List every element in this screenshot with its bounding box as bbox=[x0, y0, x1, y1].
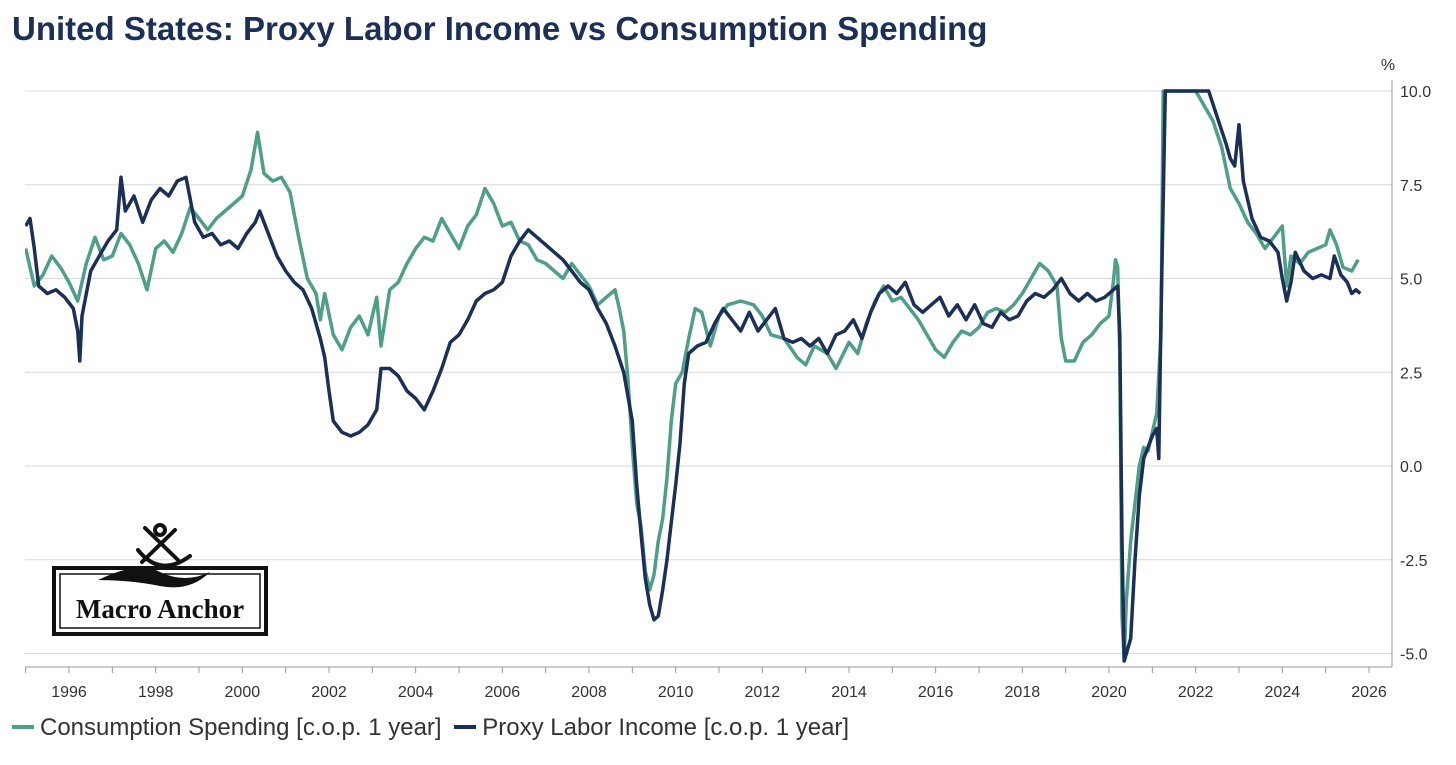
x-tick-label: 1998 bbox=[138, 684, 174, 700]
x-tick-label: 2016 bbox=[918, 684, 954, 700]
macro-anchor-logo: Macro Anchor bbox=[50, 520, 270, 638]
x-tick-label: 2000 bbox=[225, 684, 261, 700]
y-tick-label: 10.0 bbox=[1400, 84, 1431, 101]
logo-text: Macro Anchor bbox=[76, 594, 244, 624]
chart: % 10.0 7.5 5.0 2.5 0.0 -2.5 -5.0 1996 1998 2000 2… bbox=[25, 57, 1431, 700]
x-tick-label: 2004 bbox=[398, 684, 434, 700]
grid-lines bbox=[25, 90, 1392, 654]
x-tick-label: 2020 bbox=[1091, 684, 1127, 700]
legend-label-labor: Proxy Labor Income [c.o.p. 1 year] bbox=[482, 714, 850, 741]
y-tick-label: -5.0 bbox=[1400, 647, 1428, 664]
x-tick-label: 2018 bbox=[1005, 684, 1041, 700]
x-tick-label: 2022 bbox=[1178, 684, 1214, 700]
y-axis: 10.0 7.5 5.0 2.5 0.0 -2.5 -5.0 bbox=[1400, 84, 1431, 664]
x-tick-label: 2026 bbox=[1351, 684, 1387, 700]
chart-title: United States: Proxy Labor Income vs Con… bbox=[12, 10, 988, 47]
x-tick-label: 1996 bbox=[51, 684, 87, 700]
y-tick-label: 5.0 bbox=[1400, 272, 1422, 289]
legend-swatch-labor bbox=[454, 724, 477, 729]
y-axis-unit: % bbox=[1381, 57, 1395, 74]
series-consumption-line bbox=[25, 89, 1360, 663]
y-tick-label: -2.5 bbox=[1400, 553, 1428, 570]
series-labor-line bbox=[25, 89, 1362, 663]
y-tick-label: 7.5 bbox=[1400, 178, 1422, 195]
legend: Consumption Spending [c.o.p. 1 year] Pro… bbox=[12, 714, 855, 742]
y-tick-label: 2.5 bbox=[1400, 365, 1422, 382]
series-lines bbox=[25, 89, 1362, 663]
x-tick-label: 2008 bbox=[571, 684, 607, 700]
x-tick-label: 2006 bbox=[485, 684, 521, 700]
legend-label-consumption: Consumption Spending [c.o.p. 1 year] bbox=[40, 714, 442, 741]
x-tick-label: 2010 bbox=[658, 684, 694, 700]
legend-swatch-consumption bbox=[12, 724, 34, 729]
x-tick-label: 2024 bbox=[1265, 684, 1301, 700]
legend-item-labor: Proxy Labor Income [c.o.p. 1 year] bbox=[454, 714, 849, 742]
y-tick-label: 0.0 bbox=[1400, 459, 1422, 476]
x-tick-label: 2002 bbox=[311, 684, 347, 700]
x-tick-label: 2014 bbox=[831, 684, 867, 700]
x-tick-label: 2012 bbox=[745, 684, 781, 700]
legend-item-consumption: Consumption Spending [c.o.p. 1 year] bbox=[12, 714, 442, 742]
x-axis: 1996 1998 2000 2002 2004 2006 2008 2010 2012 2014… bbox=[25, 667, 1387, 700]
